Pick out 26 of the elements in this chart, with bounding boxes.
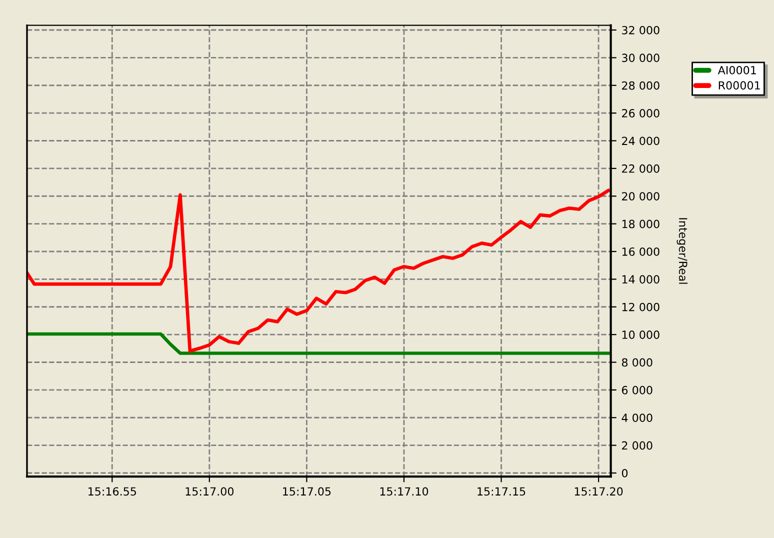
x-tick-label: 15:17.10 xyxy=(380,487,428,496)
legend-label: R00001 xyxy=(718,81,760,90)
y-tick-label: 12 000 xyxy=(622,302,660,312)
x-tick-label: 15:17.05 xyxy=(283,487,331,496)
y-tick-label: 14 000 xyxy=(622,275,660,284)
y-tick-label: 32 000 xyxy=(622,26,660,34)
y-axis-title: Integer/Real xyxy=(676,218,688,284)
y-tick-label: 0 xyxy=(622,468,628,478)
y-tick-label: 26 000 xyxy=(622,109,660,118)
y-tick-label: 30 000 xyxy=(622,54,660,62)
y-tick-label: 4 000 xyxy=(622,414,652,422)
x-tick-label: 15:17.15 xyxy=(478,487,526,496)
y-tick-label: 22 000 xyxy=(622,164,660,173)
y-tick-label: 24 000 xyxy=(622,136,660,146)
y-tick-label: 20 000 xyxy=(622,192,660,201)
y-tick-label: 6 000 xyxy=(622,386,652,394)
y-tick-label: 10 000 xyxy=(622,330,660,339)
y-tick-label: 8 000 xyxy=(622,358,652,367)
x-tick-label: 15:17.20 xyxy=(574,487,623,496)
legend-label: AI0001 xyxy=(718,66,756,74)
y-tick-label: 16 000 xyxy=(622,247,660,256)
y-tick-label: 28 000 xyxy=(622,81,660,90)
y-tick-label: 18 000 xyxy=(622,220,660,228)
x-tick-label: 15:16.55 xyxy=(88,487,136,496)
y-tick-label: 2 000 xyxy=(622,441,652,450)
x-tick-label: 15:17.00 xyxy=(186,487,234,496)
